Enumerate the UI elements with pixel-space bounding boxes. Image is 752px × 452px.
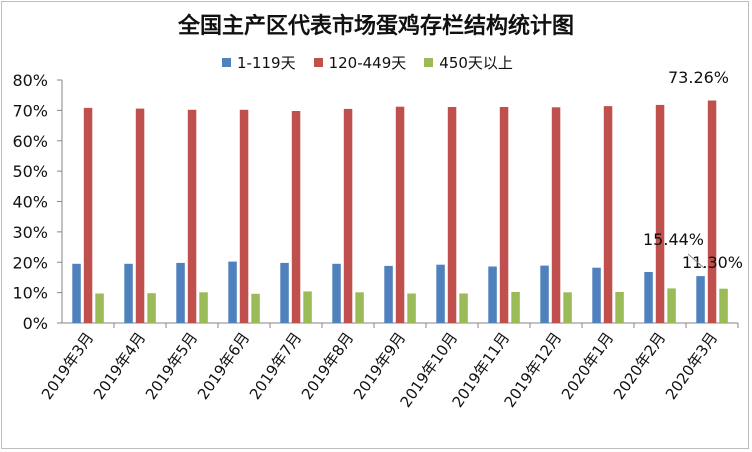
bar-1 [280,262,289,323]
data-label-red-last: 73.26% [668,68,729,87]
bar-3 [251,293,260,323]
bar-2 [655,104,665,324]
data-label-blue-last: 15.44% [643,230,704,249]
y-tick-label: 50% [12,162,48,181]
x-tick-label: 2020年1月 [558,329,617,403]
bar-2 [551,107,561,323]
bar-1 [436,264,445,323]
x-tick-label: 2019年9月 [350,329,409,403]
y-tick-label: 40% [12,193,48,212]
bars [72,100,728,324]
legend-swatch-2 [313,58,323,67]
bar-2 [603,106,613,323]
bar-3 [563,292,572,323]
bar-1 [228,261,237,323]
bar-3 [719,288,728,323]
bar-2 [343,108,353,324]
legend-item-3: 450天以上 [424,52,513,73]
x-tick-label: 2019年4月 [90,329,149,403]
legend-item-2: 120-449天 [313,52,407,73]
bar-3 [95,293,104,323]
leader-line [687,253,705,269]
x-tick-label: 2019年5月 [142,329,201,403]
bar-3 [459,293,468,323]
x-tick-label: 2019年6月 [194,329,253,403]
y-tick-label: 70% [12,101,48,120]
legend-label-2: 120-449天 [328,54,407,72]
bar-2 [291,111,301,323]
legend-label-1: 1-119天 [237,54,296,72]
bar-2 [447,107,457,323]
y-tick-label: 80% [12,71,48,90]
y-tick-label: 0% [23,314,48,333]
bar-2 [83,107,93,324]
bar-1 [176,262,185,323]
bar-2 [239,109,249,323]
bar-3 [667,288,676,323]
y-tick-label: 20% [12,253,48,272]
bar-2 [707,100,717,323]
bar-1 [592,267,601,323]
x-tick-label: 2019年8月 [298,329,357,403]
bar-2 [395,106,405,323]
y-tick-label: 60% [12,132,48,151]
bar-1 [72,263,81,323]
chart-title: 全国主产区代表市场蛋鸡存栏结构统计图 [177,14,574,39]
bar-3 [511,292,520,323]
y-tick-label: 10% [12,284,48,303]
legend: 1-119天 120-449天 450天以上 [222,52,513,73]
bar-3 [615,292,624,323]
x-tick-label: 2020年3月 [662,329,721,403]
legend-label-3: 450天以上 [439,54,513,72]
bar-2 [135,108,145,323]
x-tick-label: 2020年2月 [610,329,669,403]
x-axis-ticks: 2019年3月2019年4月2019年5月2019年6月2019年7月2019年… [38,323,739,411]
bar-3 [303,291,312,323]
bar-1 [540,265,549,323]
y-axis-ticks: 0% 10% 20% 30% 40% 50% 60% 70% 80% [12,71,62,333]
bar-3 [407,293,416,323]
bar-1 [644,272,653,323]
bar-2 [187,109,197,323]
bar-2 [499,107,509,323]
x-tick-label: 2019年7月 [246,329,305,403]
legend-swatch-3 [424,58,434,67]
bar-1 [384,265,393,323]
bar-3 [147,293,156,323]
bar-3 [199,292,208,323]
legend-swatch-1 [222,58,231,67]
data-label-green-last: 11.30% [682,253,743,272]
bar-3 [355,292,364,323]
bar-1 [124,263,133,323]
data-labels: 73.26% 15.44% 11.30% [643,68,743,272]
bar-1 [488,266,497,323]
legend-item-1: 1-119天 [222,52,296,73]
x-tick-label: 2019年3月 [38,329,97,403]
bar-1 [696,276,705,323]
y-tick-label: 30% [12,223,48,242]
bar-1 [332,263,341,323]
